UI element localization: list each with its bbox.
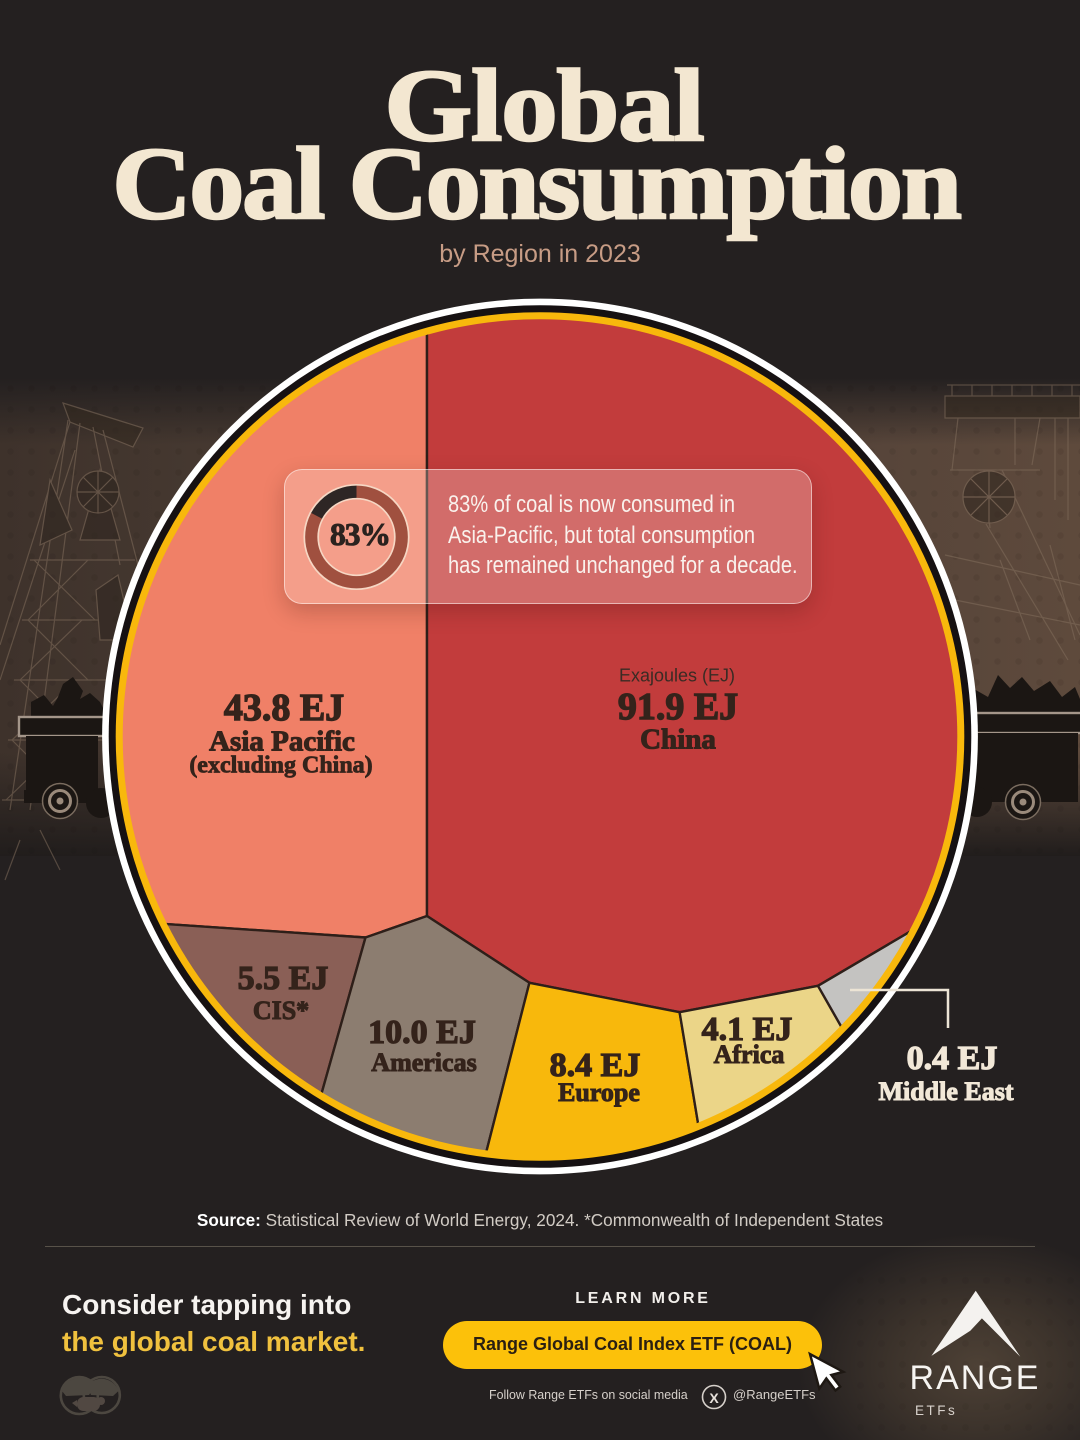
svg-text:X: X [709,1390,719,1406]
